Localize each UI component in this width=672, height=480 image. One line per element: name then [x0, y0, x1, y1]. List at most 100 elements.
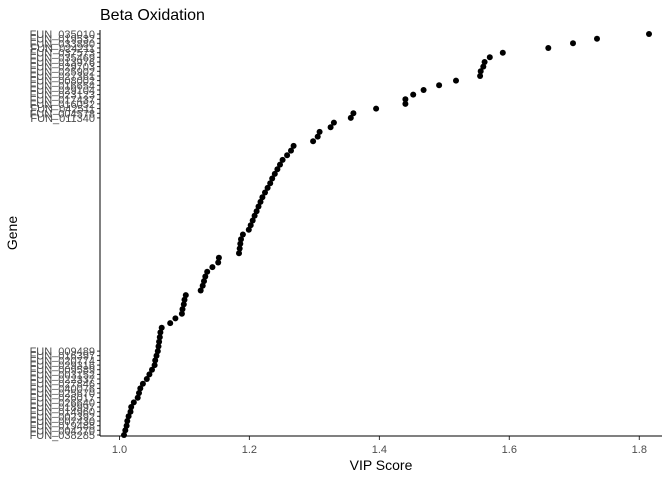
- data-point: [330, 119, 337, 126]
- data-point: [180, 301, 187, 308]
- y-tick-label: FUN_037573: [30, 48, 95, 60]
- data-point: [402, 100, 409, 107]
- data-point: [594, 35, 600, 42]
- data-point: [215, 254, 222, 261]
- y-tick-label: FUN_022337: [30, 374, 95, 386]
- data-point: [477, 68, 484, 75]
- y-tick-label: FUN_009489: [30, 346, 95, 358]
- data-point: [158, 324, 165, 331]
- data-point: [199, 282, 206, 289]
- x-tick-label: 1.6: [502, 444, 517, 456]
- data-point: [251, 212, 258, 219]
- data-point: [137, 385, 144, 392]
- data-point: [236, 245, 243, 252]
- data-point: [646, 31, 652, 37]
- y-tick-label: FUN_002392: [30, 411, 95, 423]
- data-point: [201, 278, 207, 285]
- data-point: [178, 310, 185, 317]
- y-tick-label: FUN_019532: [30, 34, 95, 46]
- y-tick-label: FUN_020774: [30, 355, 95, 367]
- y-tick-label: FUN_003152: [30, 369, 95, 381]
- data-point: [499, 49, 506, 56]
- data-point: [149, 366, 155, 373]
- y-tick-label: FUN_019488: [30, 421, 95, 433]
- x-tick-label: 1.2: [242, 444, 257, 456]
- data-point: [128, 404, 135, 410]
- data-point: [156, 334, 163, 341]
- y-tick-label: FUN_004578: [30, 108, 95, 120]
- data-point: [264, 184, 271, 191]
- data-point: [154, 348, 161, 355]
- y-tick-label: FUN_016052: [30, 99, 95, 111]
- data-point: [255, 203, 262, 210]
- data-point: [202, 273, 209, 280]
- data-point: [420, 87, 427, 93]
- data-point: [143, 376, 150, 382]
- data-point: [480, 63, 487, 70]
- y-tick-label: FUN_035469: [30, 52, 95, 64]
- data-point: [262, 189, 268, 196]
- y-tick-label: FUN_016397: [30, 351, 95, 363]
- data-point: [197, 287, 204, 294]
- y-tick-label: FUN_025902: [30, 66, 95, 78]
- data-point: [486, 54, 493, 61]
- y-tick-label: FUN_018997: [30, 402, 95, 414]
- data-point: [146, 371, 153, 378]
- data-point: [350, 110, 357, 117]
- data-point: [130, 399, 137, 406]
- data-point: [316, 128, 323, 135]
- data-point: [157, 329, 164, 336]
- chart-title: Beta Oxidation: [100, 7, 205, 24]
- data-point: [410, 91, 417, 98]
- data-point: [347, 114, 354, 121]
- data-point: [570, 40, 576, 47]
- data-point: [267, 180, 274, 187]
- y-tick-label: FUN_025670: [30, 388, 95, 400]
- data-point: [239, 231, 246, 238]
- data-point: [155, 343, 162, 350]
- data-point: [172, 315, 179, 322]
- data-point: [182, 292, 189, 299]
- data-point: [402, 96, 409, 103]
- data-point: [179, 306, 186, 313]
- y-tick-label: FUN_038285: [30, 430, 95, 442]
- data-point: [245, 226, 252, 233]
- y-tick-label: FUN_009589: [30, 365, 95, 377]
- data-point: [314, 133, 321, 140]
- y-tick-label: FUN_024211: [30, 43, 95, 55]
- data-point: [436, 82, 443, 89]
- data-point: [453, 77, 459, 84]
- data-point: [237, 240, 244, 247]
- y-tick-label: FUN_035010: [30, 29, 95, 41]
- data-point: [290, 142, 297, 149]
- y-tick-label: FUN_013976: [30, 57, 95, 69]
- data-point: [269, 175, 276, 182]
- data-point: [238, 236, 244, 243]
- data-point: [121, 432, 127, 438]
- x-tick-label: 1.4: [372, 444, 387, 456]
- y-tick-label: FUN_023123: [30, 90, 95, 102]
- y-tick-label: FUN_016654: [30, 80, 95, 92]
- data-point: [373, 105, 380, 112]
- data-point: [136, 390, 142, 396]
- data-point: [247, 222, 254, 229]
- data-point: [204, 268, 211, 275]
- data-point: [124, 418, 131, 424]
- y-tick-label: FUN_029316: [30, 360, 95, 372]
- data-point: [279, 156, 286, 163]
- data-point: [181, 296, 188, 303]
- data-point: [277, 161, 283, 168]
- data-point: [545, 45, 552, 51]
- data-point: [152, 357, 159, 364]
- data-point: [253, 208, 260, 215]
- y-tick-label: FUN_033880: [30, 38, 95, 50]
- data-point: [153, 352, 160, 359]
- y-axis-title: Gene: [4, 216, 20, 250]
- data-point: [259, 194, 266, 201]
- data-point: [327, 124, 334, 131]
- y-tick-label: FUN_026640: [30, 397, 95, 409]
- data-point: [215, 259, 222, 266]
- y-tick-label: FUN_029703: [30, 62, 95, 74]
- data-point: [134, 394, 141, 401]
